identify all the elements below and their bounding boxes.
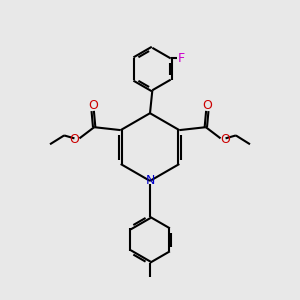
Text: O: O [88, 99, 98, 112]
Text: O: O [202, 99, 212, 112]
Text: O: O [70, 133, 80, 146]
Text: F: F [178, 52, 185, 65]
Text: N: N [145, 174, 155, 188]
Text: O: O [220, 133, 230, 146]
